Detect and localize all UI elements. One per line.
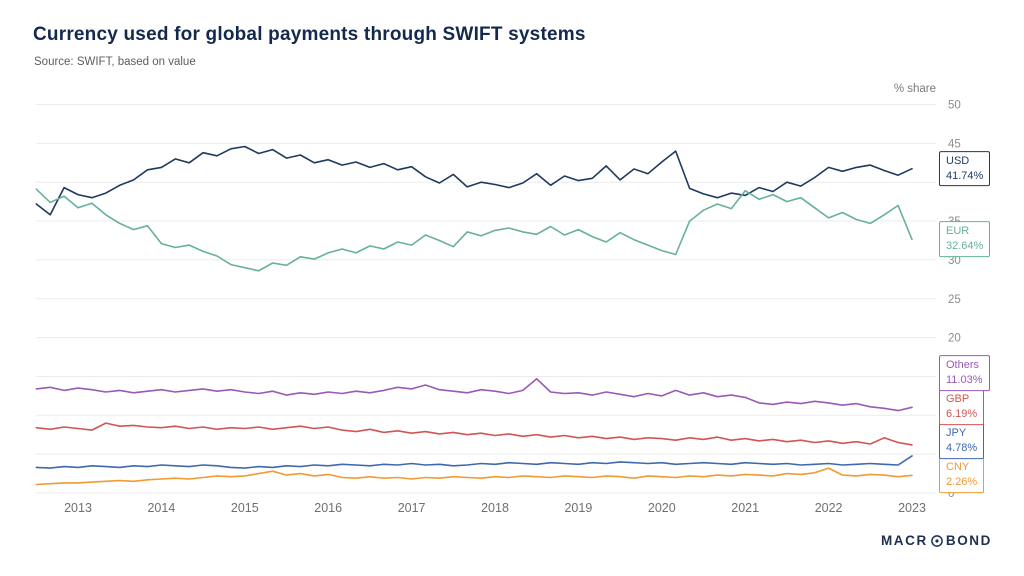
series-line-cny [35, 467, 913, 486]
chart-subtitle: Source: SWIFT, based on value [34, 56, 196, 68]
x-tick-2014: 2014 [147, 501, 175, 515]
y-tick-0: 0 [948, 488, 954, 500]
y-tick-30: 30 [948, 255, 961, 267]
y-tick-10: 10 [948, 410, 961, 422]
series-line-usd [35, 145, 913, 216]
x-tick-2023: 2023 [898, 501, 926, 515]
x-tick-2021: 2021 [731, 501, 759, 515]
macrobond-logo-text-right: BOND [945, 533, 992, 548]
macrobond-o-icon [930, 534, 943, 547]
series-line-eur [35, 188, 913, 272]
y-tick-40: 40 [948, 177, 961, 189]
y-tick-5: 5 [948, 449, 954, 461]
series-line-gbp [35, 422, 913, 446]
y-tick-35: 35 [948, 216, 961, 228]
series-line-jpy [35, 455, 913, 469]
x-tick-2018: 2018 [481, 501, 509, 515]
x-tick-2017: 2017 [398, 501, 426, 515]
x-tick-2020: 2020 [648, 501, 676, 515]
y-tick-45: 45 [948, 138, 961, 150]
macrobond-logo-text-left: MACR [880, 533, 928, 548]
y-tick-50: 50 [948, 100, 961, 112]
x-tick-2015: 2015 [231, 501, 259, 515]
x-tick-2013: 2013 [64, 501, 92, 515]
x-tick-2022: 2022 [815, 501, 843, 515]
x-tick-2016: 2016 [314, 501, 342, 515]
y-axis-unit-label: % share [893, 83, 936, 95]
y-tick-20: 20 [948, 333, 961, 345]
macrobond-logo: MACR BOND [881, 533, 992, 548]
y-tick-15: 15 [948, 371, 961, 383]
series-line-others [35, 377, 913, 412]
x-tick-2019: 2019 [564, 501, 592, 515]
chart-title: Currency used for global payments throug… [33, 24, 586, 45]
y-tick-25: 25 [948, 294, 961, 306]
